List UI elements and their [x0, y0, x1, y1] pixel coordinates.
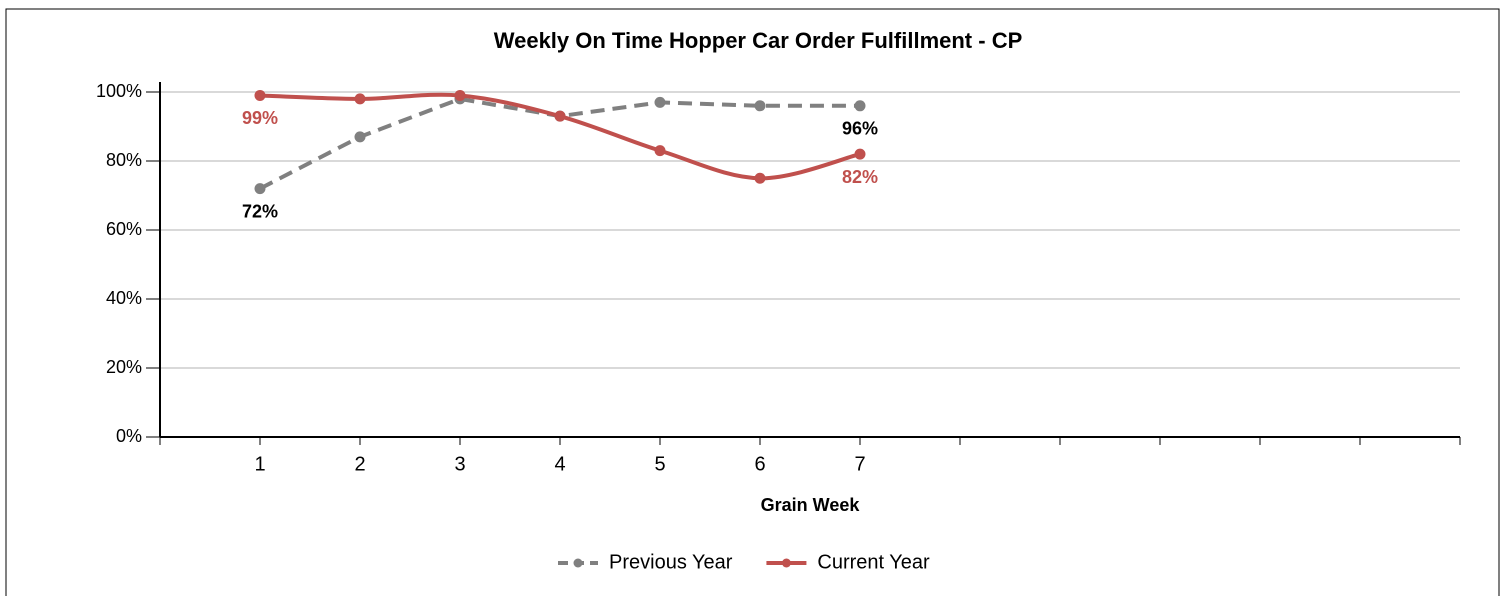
data-point	[454, 89, 466, 101]
data-point	[754, 172, 766, 184]
data-label: 72%	[242, 201, 278, 221]
data-point	[754, 100, 766, 112]
x-tick-label: 7	[854, 453, 865, 475]
y-tick-label: 60%	[106, 219, 142, 239]
data-point	[254, 183, 266, 195]
x-tick-label: 6	[754, 453, 765, 475]
data-label: 96%	[842, 119, 878, 139]
x-tick-label: 2	[354, 453, 365, 475]
legend-dot	[573, 558, 583, 568]
data-point	[254, 89, 266, 101]
data-label: 82%	[842, 167, 878, 187]
x-tick-label: 3	[454, 453, 465, 475]
data-point	[554, 110, 566, 122]
y-tick-label: 0%	[116, 426, 142, 446]
data-label: 99%	[242, 108, 278, 128]
data-point	[354, 93, 366, 105]
y-tick-label: 40%	[106, 288, 142, 308]
y-tick-label: 20%	[106, 357, 142, 377]
data-point	[654, 96, 666, 108]
y-tick-label: 80%	[106, 150, 142, 170]
legend-label: Current Year	[817, 551, 930, 573]
data-point	[654, 145, 666, 157]
legend-label: Previous Year	[609, 551, 733, 573]
data-point	[854, 148, 866, 160]
legend-dot	[781, 558, 791, 568]
x-tick-label: 1	[254, 453, 265, 475]
x-tick-label: 4	[554, 453, 565, 475]
data-point	[854, 100, 866, 112]
chart-title: Weekly On Time Hopper Car Order Fulfillm…	[494, 28, 1023, 53]
chart-frame	[5, 8, 1500, 596]
x-axis-label: Grain Week	[761, 495, 861, 515]
y-tick-label: 100%	[96, 81, 142, 101]
data-point	[354, 131, 366, 143]
x-tick-label: 5	[654, 453, 665, 475]
